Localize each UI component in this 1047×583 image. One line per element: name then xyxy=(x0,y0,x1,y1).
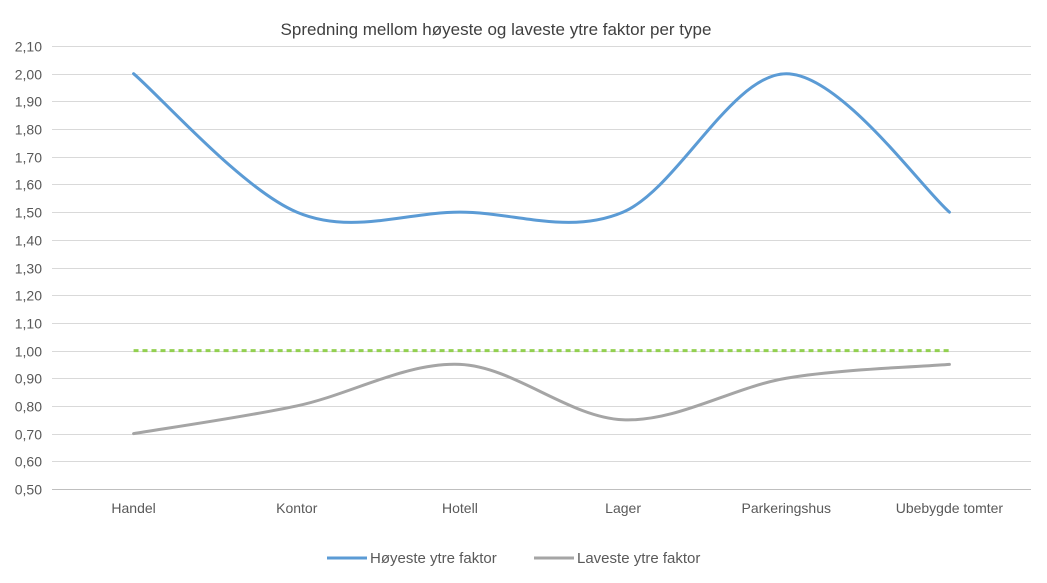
x-tick-label: Hotell xyxy=(442,500,478,516)
y-tick-label: 1,80 xyxy=(15,122,42,138)
y-tick-label: 0,60 xyxy=(15,454,42,470)
series-lines xyxy=(132,72,951,436)
series-line xyxy=(132,362,951,436)
y-tick-label: 0,90 xyxy=(15,371,42,387)
y-tick-label: 0,70 xyxy=(15,427,42,443)
legend-label: Høyeste ytre faktor xyxy=(370,550,497,567)
series-line xyxy=(132,72,951,224)
y-tick-label: 1,70 xyxy=(15,150,42,166)
y-axis-ticks: 0,50 0,60 0,70 0,80 0,90 1,00 1,10 1,20 1,30 1,40… xyxy=(15,39,42,498)
y-tick-label: 2,10 xyxy=(15,39,42,55)
y-tick-label: 1,90 xyxy=(15,94,42,110)
x-tick-label: Lager xyxy=(605,500,641,516)
y-tick-label: 1,00 xyxy=(15,344,42,360)
y-tick-label: 0,80 xyxy=(15,399,42,415)
y-tick-label: 1,50 xyxy=(15,205,42,221)
x-tick-label: Ubebygde tomter xyxy=(896,500,1004,516)
y-tick-label: 1,20 xyxy=(15,288,42,304)
y-tick-label: 2,00 xyxy=(15,67,42,83)
chart-title: Spredning mellom høyeste og laveste ytre… xyxy=(281,20,712,39)
x-tick-label: Handel xyxy=(111,500,155,516)
y-tick-label: 0,50 xyxy=(15,482,42,498)
x-axis-ticks: Handel Kontor Hotell Lager Parkeringshus Ubeb… xyxy=(111,500,1003,516)
x-tick-label: Parkeringshus xyxy=(742,500,832,516)
legend: Høyeste ytre faktor Laveste ytre faktor xyxy=(327,550,700,567)
y-tick-label: 1,30 xyxy=(15,261,42,277)
y-tick-label: 1,60 xyxy=(15,177,42,193)
y-tick-label: 1,40 xyxy=(15,233,42,249)
x-tick-label: Kontor xyxy=(276,500,318,516)
legend-label: Laveste ytre faktor xyxy=(577,550,700,567)
y-tick-label: 1,10 xyxy=(15,316,42,332)
